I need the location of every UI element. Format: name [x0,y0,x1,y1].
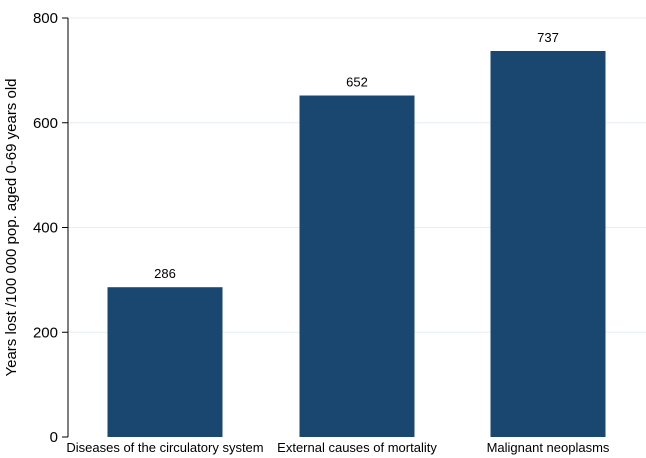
category-labels: Diseases of the circulatory system Extern… [66,440,610,455]
category-label-3: Malignant neoplasms [487,440,610,455]
category-label-2: External causes of mortality [277,440,437,455]
bars [107,50,606,438]
bar-3 [490,50,606,438]
bar-1 [107,287,223,437]
y-axis-label: Years lost /100 000 pop. aged 0-69 years… [3,79,20,377]
bar-2 [299,95,415,437]
y-ticks: 0 200 400 600 800 [33,10,68,446]
y-tick-label-200: 200 [33,324,58,341]
y-tick-label-800: 800 [33,10,58,27]
data-label-1: 286 [154,266,176,281]
y-tick-label-0: 0 [50,429,58,446]
category-label-1: Diseases of the circulatory system [66,440,263,455]
y-tick-label-600: 600 [33,115,58,132]
data-labels: 286 652 737 [154,30,559,281]
y-tick-label-400: 400 [33,220,58,237]
data-label-3: 737 [537,30,559,45]
data-label-2: 652 [346,75,368,90]
